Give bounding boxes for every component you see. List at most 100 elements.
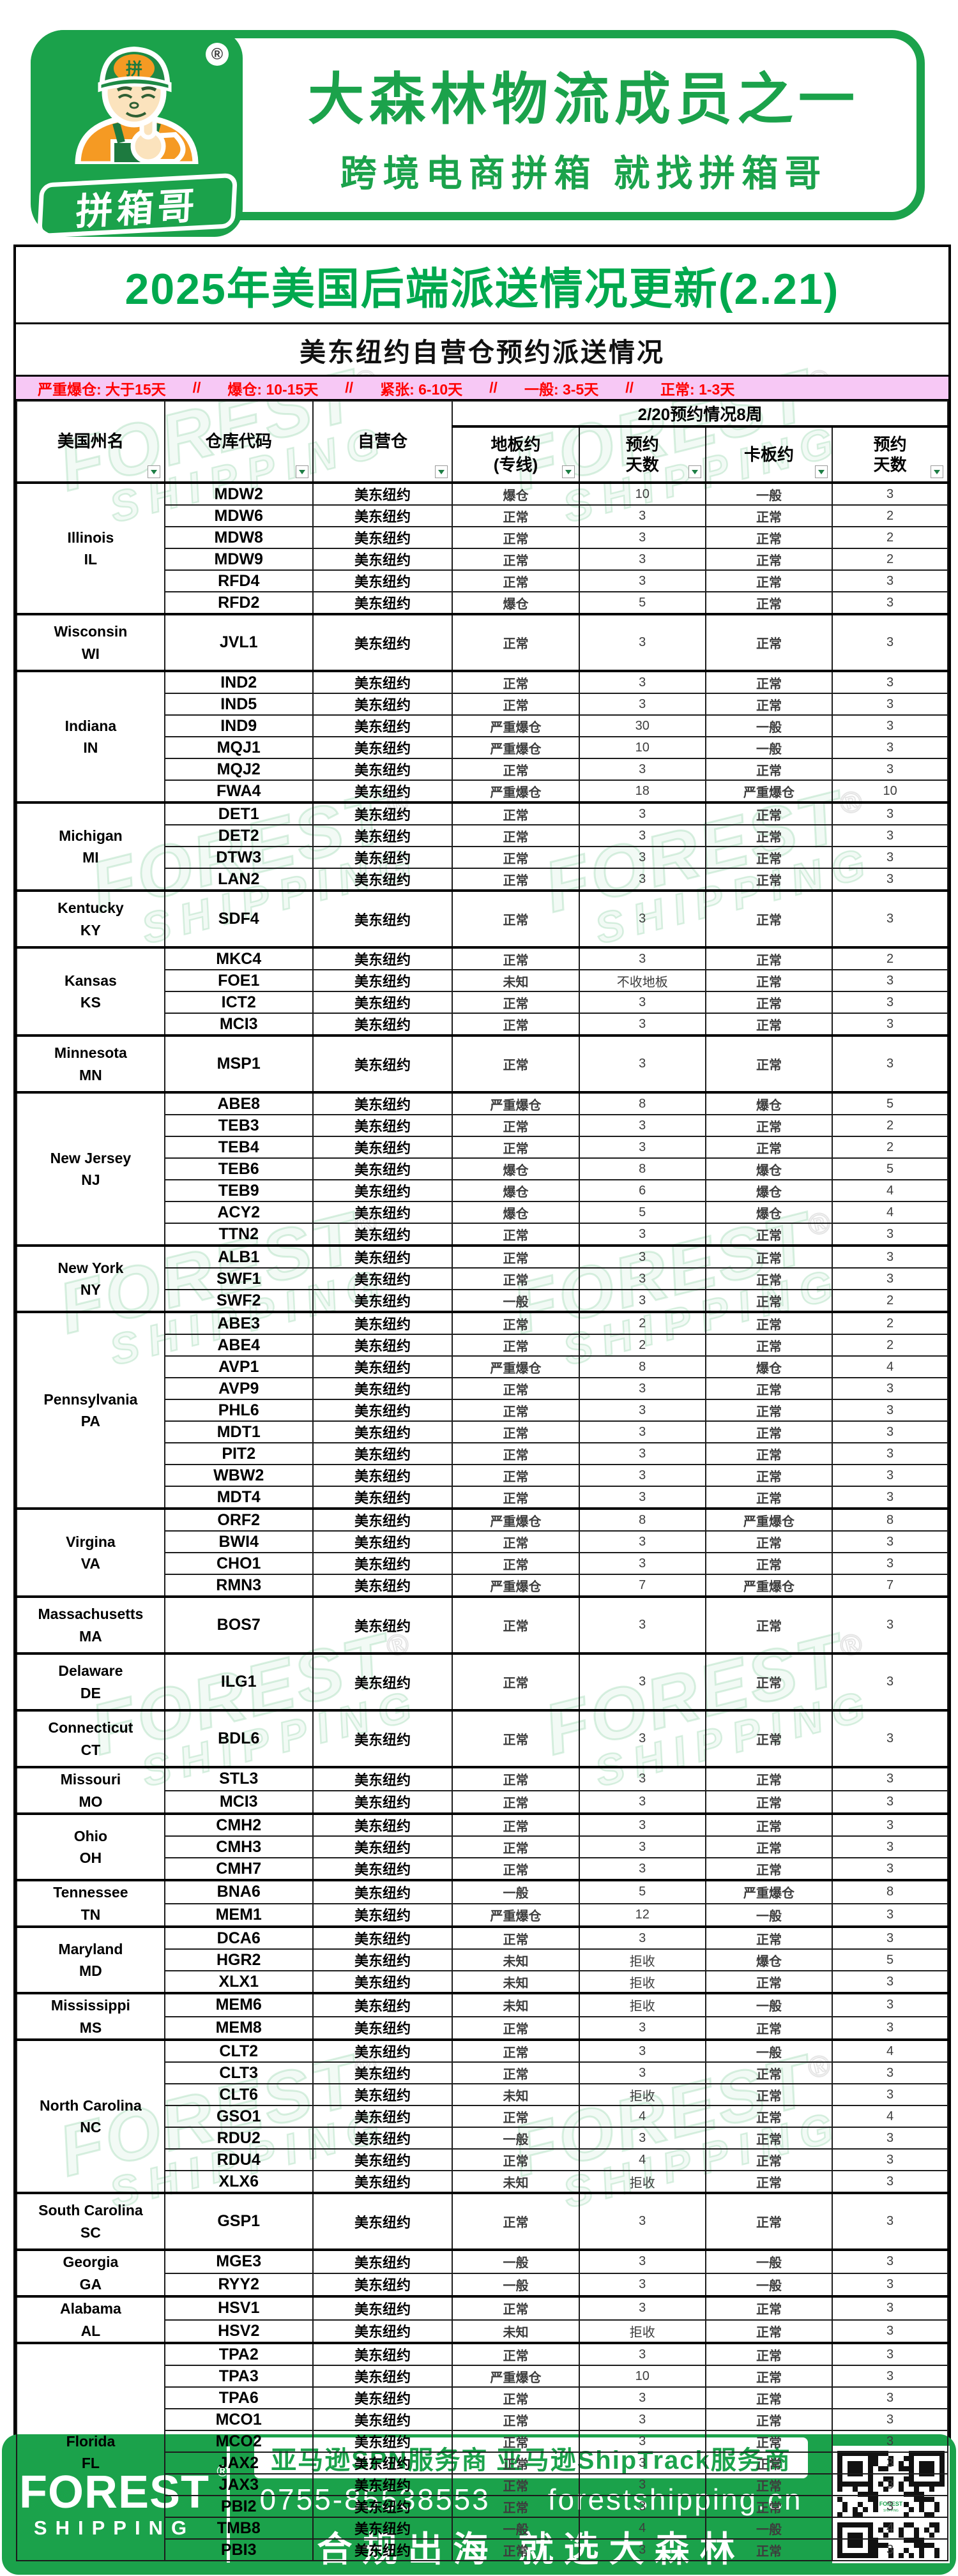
floor-status-cell: 正常 [452, 1244, 580, 1269]
pallet-days-cell: 4 [832, 2038, 948, 2063]
filter-button-state[interactable] [147, 465, 160, 478]
warehouse-code-cell: JAX3 [163, 2473, 314, 2496]
table-row: SWF1 美东纽约 正常 3 正常 3 [17, 1267, 948, 1290]
pallet-days-cell: 3 [832, 1267, 948, 1290]
pallet-days-cell: 3 [832, 868, 948, 891]
table-row: TTN2 美东纽约 正常 3 正常 3 [17, 1223, 948, 1246]
legend-bar: 严重爆仓: 大于15天 // 爆仓: 10-15天 // 紧张: 6-10天 // 一般: … [16, 377, 948, 400]
pallet-status-cell: 正常 [704, 2105, 833, 2128]
floor-status-cell: 正常 [452, 846, 580, 869]
table-row: TMB8 美东纽约 一般 4 一般 4 [17, 2517, 948, 2540]
floor-days-cell: 3 [578, 2495, 706, 2518]
pallet-days-cell: 3 [832, 2319, 948, 2344]
table-row: CLT6 美东纽约 未知 拒收 正常 3 [17, 2083, 948, 2106]
floor-days-cell: 3 [578, 2430, 706, 2453]
filter-button-floor-days[interactable] [688, 465, 701, 478]
table-row: DET2 美东纽约 正常 3 正常 3 [17, 824, 948, 847]
table-row: RDU4 美东纽约 正常 4 正常 3 [17, 2148, 948, 2171]
table-row: PBI2 美东纽约 正常 3 正常 3 [17, 2495, 948, 2518]
filter-button-pallet[interactable] [815, 465, 828, 478]
table-row: AVP1 美东纽约 严重爆仓 8 爆仓 4 [17, 1355, 948, 1378]
pallet-status-cell: 正常 [704, 693, 833, 716]
floor-days-cell: 3 [578, 889, 706, 948]
floor-days-cell: 3 [578, 758, 706, 781]
floor-days-cell: 3 [578, 2015, 706, 2040]
floor-status-cell: 正常 [452, 2430, 580, 2453]
warehouse-code-cell: CMH3 [163, 1835, 314, 1858]
pallet-days-cell: 3 [832, 2408, 948, 2431]
floor-days-cell: 3 [578, 1289, 706, 1313]
warehouse-name-cell: 美东纽约 [312, 2170, 453, 2194]
warehouse-code-cell: MEM8 [163, 2015, 314, 2040]
filter-arrow-icon [298, 469, 305, 474]
table-row: RYY2 美东纽约 一般 3 一般 3 [17, 2272, 948, 2297]
filter-button-code[interactable] [295, 465, 308, 478]
page-title: 2025年美国后端派送情况更新(2.21) [125, 264, 840, 313]
pallet-days-cell: 8 [832, 1507, 948, 1532]
warehouse-name-cell: 美东纽约 [312, 946, 453, 970]
floor-days-cell: 3 [578, 1789, 706, 1814]
floor-status-cell: 严重爆仓 [452, 1091, 580, 1115]
pallet-status-cell: 正常 [704, 2430, 833, 2453]
pallet-status-cell: 正常 [704, 946, 833, 970]
mascot-illustration: 拼 [75, 46, 199, 164]
floor-days-cell: 4 [578, 2148, 706, 2171]
warehouse-name-cell: 美东纽约 [312, 1013, 453, 1036]
warehouse-code-cell: PHL6 [163, 1399, 314, 1422]
filter-button-warehouse[interactable] [435, 465, 448, 478]
warehouse-code-cell: MDW8 [163, 526, 314, 549]
pallet-status-cell: 正常 [704, 2295, 833, 2321]
warehouse-code-cell: ALB1 [163, 1244, 314, 1269]
floor-days-cell: 2 [578, 1334, 706, 1357]
filter-button-pallet-days[interactable] [931, 465, 943, 478]
warehouse-name-cell: 美东纽约 [312, 1857, 453, 1881]
pallet-status-cell: 正常 [704, 1114, 833, 1137]
warehouse-code-cell: BWI4 [163, 1530, 314, 1553]
pallet-status-cell: 正常 [704, 991, 833, 1014]
floor-status-cell: 正常 [452, 2538, 580, 2561]
pallet-days-cell: 3 [832, 2248, 948, 2274]
pallet-status-cell: 正常 [704, 1709, 833, 1768]
pallet-days-cell: 3 [832, 1766, 948, 1791]
warehouse-name-cell: 美东纽约 [312, 670, 453, 694]
floor-days-cell: 5 [578, 1879, 706, 1904]
warehouse-name-cell: 美东纽约 [312, 846, 453, 869]
table-row: New York NY ALB1 美东纽约 正常 3 正常 3 [16, 1244, 948, 1313]
floor-days-cell: 3 [578, 1552, 706, 1575]
table-row: HSV2 美东纽约 未知 拒收 正常 3 [17, 2319, 948, 2344]
pallet-days-cell: 3 [832, 714, 948, 737]
pallet-status-cell: 正常 [704, 1766, 833, 1791]
table-row: CMH3 美东纽约 正常 3 正常 3 [17, 1835, 948, 1858]
filter-arrow-icon [150, 469, 157, 474]
floor-days-cell: 3 [578, 946, 706, 970]
table-row: Pennsylvania PA ABE3 美东纽约 正常 2 正常 2 [16, 1311, 948, 1509]
floor-days-cell: 3 [578, 613, 706, 672]
warehouse-name-cell: 美东纽约 [312, 1835, 453, 1858]
pallet-status-cell: 正常 [704, 1034, 833, 1093]
warehouse-code-cell: TMB8 [163, 2517, 314, 2540]
table-row: Connecticut CT BDL6 美东纽约 正常 3 正常 3 [16, 1709, 948, 1768]
pallet-status-cell: 正常 [704, 969, 833, 992]
floor-status-cell: 正常 [452, 1420, 580, 1443]
warehouse-name-cell: 美东纽约 [312, 2473, 453, 2496]
floor-days-cell: 3 [578, 824, 706, 847]
warehouse-name-cell: 美东纽约 [312, 2342, 453, 2366]
floor-days-cell: 3 [578, 2452, 706, 2474]
pallet-days-cell: 3 [832, 1709, 948, 1768]
pallet-days-cell: 3 [832, 591, 948, 615]
table-row: Massachusetts MA BOS7 美东纽约 正常 3 正常 3 [16, 1595, 948, 1654]
floor-days-cell: 3 [578, 526, 706, 549]
state-cell: Missouri MO [16, 1766, 165, 1814]
warehouse-name-cell: 美东纽约 [312, 2365, 453, 2388]
floor-status-cell: 正常 [452, 2295, 580, 2321]
table-row: MCI3 美东纽约 正常 3 正常 3 [17, 1789, 948, 1814]
pallet-days-cell: 3 [832, 2538, 948, 2561]
table-row: North Carolina NC CLT2 美东纽约 正常 3 一般 4 [16, 2038, 948, 2194]
warehouse-code-cell: HGR2 [163, 1948, 314, 1971]
warehouse-name-cell: 美东纽约 [312, 2517, 453, 2540]
floor-days-cell: 3 [578, 2538, 706, 2561]
filter-button-floor[interactable] [561, 465, 575, 478]
warehouse-name-cell: 美东纽约 [312, 1595, 453, 1654]
floor-status-cell: 正常 [452, 2061, 580, 2084]
table-row: Tennessee TN BNA6 美东纽约 一般 5 严重爆仓 8 [16, 1879, 948, 1927]
